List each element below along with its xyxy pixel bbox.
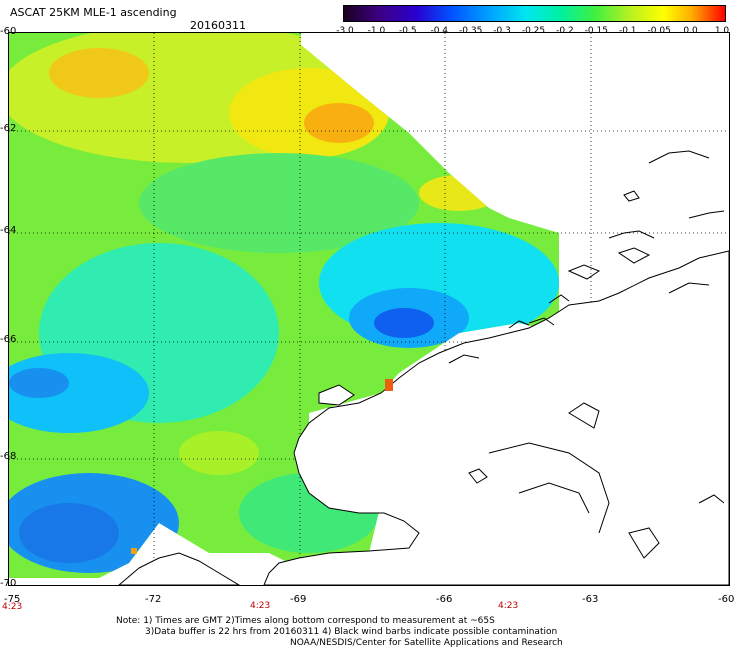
color-scale-tick-label: -0.5 — [399, 26, 417, 36]
color-scale-tick-label: -0.25 — [521, 26, 546, 36]
note-line-2: 3)Data buffer is 22 hrs from 20160311 4)… — [145, 627, 558, 637]
color-scale-tick-label: -0.1 — [618, 26, 637, 36]
lat-label: -60 — [0, 26, 17, 37]
lat-label: -66 — [0, 334, 17, 345]
color-scale-tick-label: -0.4 — [430, 26, 449, 36]
color-scale-tick-label: -1.0 — [367, 26, 386, 36]
lat-label: -64 — [0, 225, 17, 236]
lon-label: -69 — [290, 594, 307, 605]
lon-label: -72 — [145, 594, 162, 605]
lon-label: -75 — [4, 594, 21, 605]
color-scale-tick-label: -0.3 — [493, 26, 511, 36]
color-scale-bar — [343, 5, 726, 22]
swath-map — [8, 32, 730, 586]
color-scale-tick-label: -3.0 — [336, 26, 354, 36]
note-line-3: NOAA/NESDIS/Center for Satellite Applica… — [290, 638, 563, 648]
time-label: 4:23 — [250, 601, 271, 611]
color-scale-tick-label: -0.35 — [459, 26, 483, 36]
color-scale-tick-label: -0.05 — [647, 26, 671, 36]
color-scale-tick-label: 1.0 — [714, 26, 730, 36]
coastline — [448, 150, 725, 559]
color-scale-tick-label: -0.2 — [556, 26, 574, 36]
lat-label: -68 — [0, 451, 17, 462]
lon-label: -60 — [718, 594, 735, 605]
color-scale-tick-label: -0.15 — [584, 26, 608, 36]
time-label: 4:23 — [498, 601, 519, 611]
note-line-1: Note: 1) Times are GMT 2)Times along bot… — [116, 616, 495, 626]
lat-label: -70 — [0, 578, 17, 589]
antarctic-peninsula-land — [118, 250, 729, 585]
lat-label: -62 — [0, 123, 17, 134]
map-date: 20160311 — [190, 19, 246, 32]
color-scale-tick-label: 0.0 — [683, 26, 698, 36]
lon-label: -66 — [436, 594, 453, 605]
map-title: ASCAT 25KM MLE-1 ascending — [10, 6, 177, 19]
lon-label: -63 — [582, 594, 599, 605]
time-label: 4:23 — [2, 602, 23, 612]
